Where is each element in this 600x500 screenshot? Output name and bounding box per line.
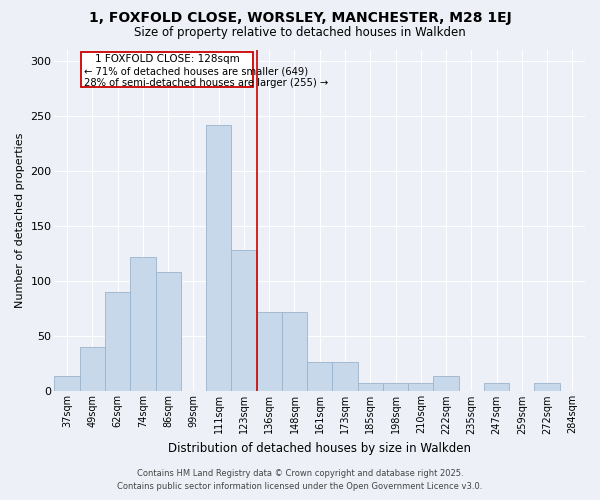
Bar — [307, 362, 332, 392]
Text: 28% of semi-detached houses are larger (255) →: 28% of semi-detached houses are larger (… — [83, 78, 328, 88]
Bar — [535, 382, 560, 392]
Text: ← 71% of detached houses are smaller (649): ← 71% of detached houses are smaller (64… — [83, 66, 308, 76]
Bar — [55, 376, 80, 392]
Bar — [105, 292, 130, 392]
Bar — [408, 382, 433, 392]
Bar — [206, 125, 232, 392]
Bar — [155, 272, 181, 392]
Bar — [358, 382, 383, 392]
Bar — [232, 250, 257, 392]
FancyBboxPatch shape — [81, 52, 253, 88]
Y-axis label: Number of detached properties: Number of detached properties — [15, 133, 25, 308]
Bar — [484, 382, 509, 392]
Text: Size of property relative to detached houses in Walkden: Size of property relative to detached ho… — [134, 26, 466, 39]
Text: Contains HM Land Registry data © Crown copyright and database right 2025.
Contai: Contains HM Land Registry data © Crown c… — [118, 470, 482, 491]
X-axis label: Distribution of detached houses by size in Walkden: Distribution of detached houses by size … — [168, 442, 471, 455]
Text: 1 FOXFOLD CLOSE: 128sqm: 1 FOXFOLD CLOSE: 128sqm — [95, 54, 239, 64]
Bar — [257, 312, 282, 392]
Bar — [383, 382, 408, 392]
Bar — [80, 348, 105, 392]
Bar — [282, 312, 307, 392]
Bar — [130, 257, 155, 392]
Text: 1, FOXFOLD CLOSE, WORSLEY, MANCHESTER, M28 1EJ: 1, FOXFOLD CLOSE, WORSLEY, MANCHESTER, M… — [89, 11, 511, 25]
Bar — [332, 362, 358, 392]
Bar — [433, 376, 458, 392]
